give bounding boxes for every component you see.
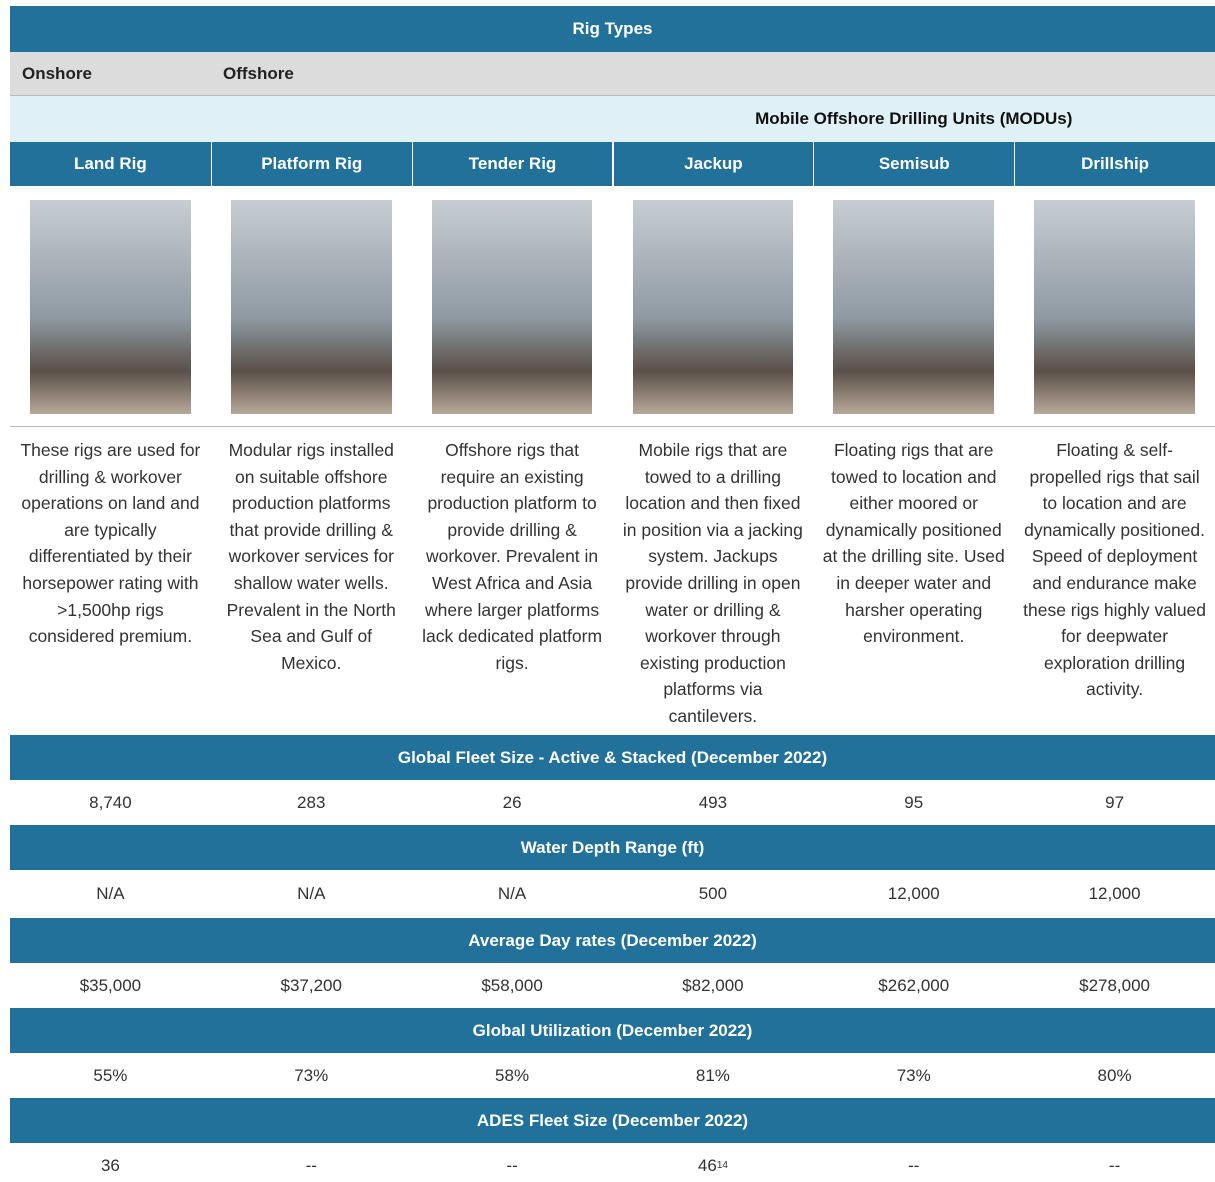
column-header: Tender Rig	[412, 142, 613, 186]
onshore-label: Onshore	[22, 52, 92, 96]
value-cell: 12,000	[1014, 870, 1215, 918]
description: Floating & self-propelled rigs that sail…	[1014, 437, 1215, 703]
value-cell: 283	[211, 780, 412, 825]
rig-photo	[432, 200, 593, 414]
value-cell: --	[412, 1143, 613, 1182]
value-cell: 55%	[10, 1053, 211, 1098]
section-header: Global Utilization (December 2022)	[10, 1008, 1215, 1053]
value-cell: 58%	[412, 1053, 613, 1098]
page: Rig TypesOnshore Offshore Mobile Offshore …	[0, 0, 1215, 1182]
offshore-label: Offshore	[223, 52, 294, 96]
section-header: Water Depth Range (ft)	[10, 825, 1215, 870]
description: Modular rigs installed on suitable offsh…	[211, 437, 412, 676]
value-cell: 36	[10, 1143, 211, 1182]
column-header: Land Rig	[10, 142, 211, 186]
value-cell: $278,000	[1014, 963, 1215, 1008]
description: Floating rigs that are towed to location…	[813, 437, 1014, 650]
rig-photo	[231, 200, 392, 414]
modu-label: Mobile Offshore Drilling Units (MODUs)	[613, 96, 1215, 142]
value-cell: 73%	[211, 1053, 412, 1098]
section-header: ADES Fleet Size (December 2022)	[10, 1098, 1215, 1143]
value-cell: --	[211, 1143, 412, 1182]
value-cell: $82,000	[613, 963, 814, 1008]
rig-photo	[30, 200, 191, 414]
rig-photo	[833, 200, 994, 414]
value-cell: 97	[1014, 780, 1215, 825]
footnote: 14	[717, 1160, 728, 1171]
value-cell: 73%	[813, 1053, 1014, 1098]
value-cell: 12,000	[813, 870, 1014, 918]
value-cell: 493	[613, 780, 814, 825]
divider	[10, 426, 1215, 427]
value-cell: 80%	[1014, 1053, 1215, 1098]
title-bar: Rig Types	[10, 6, 1215, 52]
value-cell: 8,740	[10, 780, 211, 825]
value-cell: $35,000	[10, 963, 211, 1008]
value-cell: N/A	[211, 870, 412, 918]
group-row	[10, 52, 1215, 96]
value-cell: $58,000	[412, 963, 613, 1008]
value-cell: --	[813, 1143, 1014, 1182]
rig-photo	[1034, 200, 1195, 414]
value-cell: 500	[613, 870, 814, 918]
description: Mobile rigs that are towed to a drilling…	[613, 437, 814, 730]
value-cell: $262,000	[813, 963, 1014, 1008]
column-header: Jackup	[613, 142, 814, 186]
section-header: Global Fleet Size - Active & Stacked (De…	[10, 735, 1215, 780]
description: Offshore rigs that require an existing p…	[412, 437, 613, 676]
value: 46	[698, 1156, 717, 1176]
value-cell: 95	[813, 780, 1014, 825]
column-header: Semisub	[813, 142, 1014, 186]
value-cell: N/A	[412, 870, 613, 918]
value-cell: 26	[412, 780, 613, 825]
section-header: Average Day rates (December 2022)	[10, 918, 1215, 963]
value-cell: $37,200	[211, 963, 412, 1008]
value-cell: N/A	[10, 870, 211, 918]
column-header: Drillship	[1014, 142, 1215, 186]
value-cell: --	[1014, 1143, 1215, 1182]
column-header: Platform Rig	[211, 142, 412, 186]
rig-photo	[633, 200, 794, 414]
value-cell: 81%	[613, 1053, 814, 1098]
description: These rigs are used for drilling & worko…	[10, 437, 211, 650]
